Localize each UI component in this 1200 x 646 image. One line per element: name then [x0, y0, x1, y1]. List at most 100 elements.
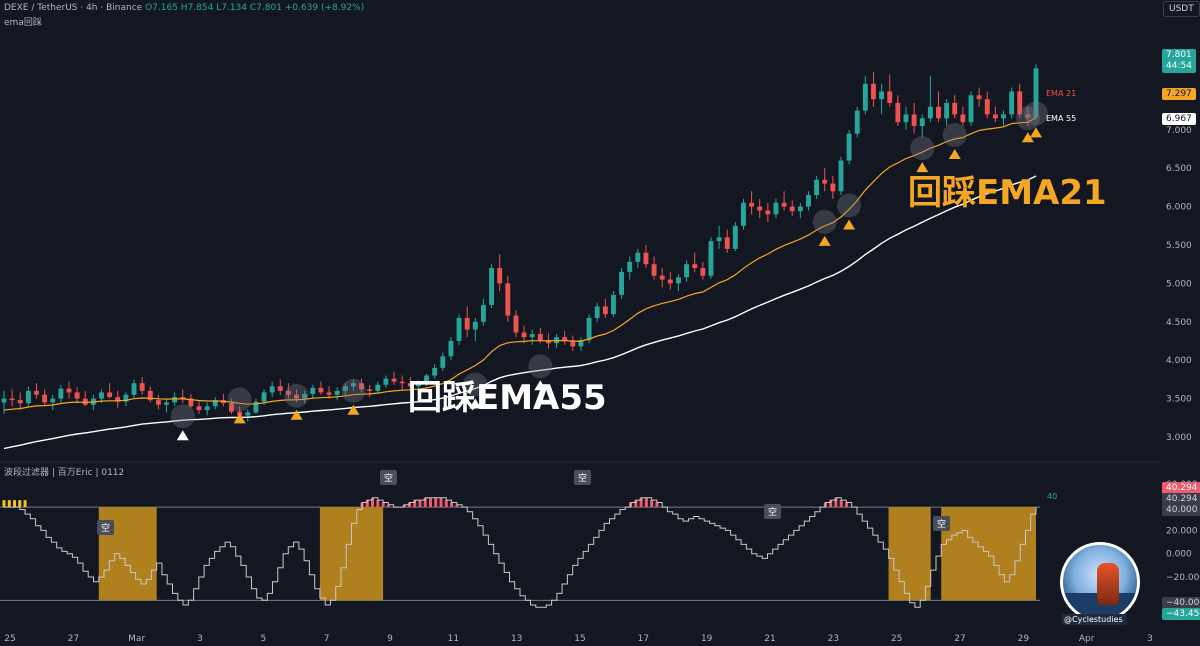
pullback-circle: [812, 209, 837, 234]
ema55-callout: 回踩EMA55: [408, 378, 607, 418]
candle-body: [594, 306, 600, 318]
osc-bar: [650, 500, 654, 508]
candle-body: [643, 252, 649, 265]
candle-body: [34, 390, 39, 395]
candle-body: [871, 83, 876, 100]
candle-body: [537, 334, 543, 341]
pullback-circle: [942, 123, 967, 148]
candle-body: [619, 271, 625, 295]
pullback-markers: [170, 101, 1048, 441]
candle-body: [367, 389, 373, 391]
pullback-circle: [284, 383, 309, 408]
pullback-triangle: [948, 149, 961, 160]
ema55-line: [3, 175, 1037, 450]
candle-body: [50, 398, 56, 403]
candle-body: [188, 398, 194, 407]
candle-body: [245, 412, 251, 416]
candle-body: [1009, 91, 1015, 115]
price-tick-label: 6.500: [1166, 164, 1192, 174]
osc-bar: [371, 497, 375, 508]
candle-body: [277, 386, 283, 391]
candle-body: [862, 83, 868, 111]
candle-body: [797, 206, 803, 212]
candle-body: [359, 383, 364, 390]
osc-bar: [365, 500, 369, 508]
candle-body: [25, 390, 31, 404]
price-tick-label: 4.000: [1166, 356, 1192, 366]
candle-body: [310, 387, 316, 394]
price-tick-label: 3.000: [1166, 433, 1192, 443]
candle-body: [66, 388, 72, 393]
osc-bar: [829, 500, 833, 508]
candle-body: [806, 195, 811, 207]
time-tick-label: 21: [764, 634, 775, 644]
candle-body: [334, 390, 340, 395]
oscillator-title[interactable]: 波段过滤器 | 百万Eric | 0112: [4, 468, 125, 478]
candle-body: [789, 206, 795, 212]
indicator-label[interactable]: ema回踩: [4, 18, 42, 28]
last-price-badge: 7.801 44:54: [1162, 49, 1196, 73]
candle-body: [716, 237, 722, 242]
symbol-title[interactable]: DEXE / TetherUS · 4h · Binance: [4, 3, 143, 13]
author-handle: @Cyclestudies: [1062, 614, 1127, 625]
osc-bar: [834, 497, 838, 508]
osc-tick-label: 20.000: [1166, 526, 1198, 536]
candle-body: [976, 95, 982, 100]
osc-bar: [639, 497, 643, 508]
candle-body: [773, 202, 779, 215]
candle-body: [480, 304, 486, 322]
time-axis-ticks: 25 27 Mar 3 5 7 9 11 13 15 17 19 21 23 25 27 29 Apr 3: [4, 634, 1153, 644]
candle-body: [651, 264, 657, 276]
ema55-label: EMA 55: [1046, 114, 1077, 123]
candle-body: [196, 406, 202, 411]
candle-body: [42, 394, 48, 403]
short-marker: 空: [574, 470, 592, 485]
osc-bar: [444, 500, 448, 508]
candle-body: [992, 114, 998, 119]
candle-body: [294, 394, 299, 399]
time-tick-label: 5: [260, 634, 266, 644]
candle-body: [936, 106, 941, 119]
candle-body: [578, 340, 584, 347]
time-tick-label: 13: [511, 634, 522, 644]
time-tick-label: 11: [448, 634, 459, 644]
time-tick-label: 19: [701, 634, 713, 644]
ema21-value-badge: 7.297: [1162, 88, 1196, 100]
time-tick-label: 25: [891, 634, 902, 644]
candle-body: [424, 375, 429, 384]
price-tick-label: 5.000: [1166, 279, 1192, 289]
candle-body: [854, 110, 860, 134]
candle-body: [375, 384, 381, 391]
osc-bar: [386, 504, 390, 508]
candle-body: [781, 202, 787, 207]
candle-body: [147, 390, 153, 401]
osc-bar: [18, 500, 22, 508]
regime-band: [319, 507, 384, 601]
candle-body: [253, 401, 259, 413]
candle-body: [749, 202, 755, 207]
candle-body: [887, 91, 893, 103]
osc-value-bottom: −40.000: [1162, 597, 1200, 609]
candle-body: [562, 337, 568, 341]
candle-body: [570, 340, 576, 347]
candle-body: [1033, 68, 1039, 118]
currency-button[interactable]: USDT: [1163, 1, 1200, 17]
candle-body: [927, 106, 933, 119]
candle-body: [139, 383, 145, 391]
osc-value-top: 40.294: [1162, 482, 1200, 494]
candle-body: [269, 386, 275, 393]
pullback-triangle: [1030, 127, 1042, 138]
candle-body: [415, 383, 421, 387]
pullback-circle: [837, 193, 862, 218]
time-tick-label: 3: [197, 634, 203, 644]
pullback-triangle: [347, 404, 360, 415]
candle-body: [74, 392, 80, 399]
osc-bar: [423, 497, 427, 508]
osc-value-last: −43.456: [1162, 608, 1200, 620]
time-tick-label: 17: [638, 634, 649, 644]
regime-band: [888, 507, 931, 601]
candle-body: [17, 400, 23, 404]
osc-bar: [839, 500, 843, 508]
pullback-triangle: [469, 398, 482, 409]
candle-body: [99, 392, 104, 399]
